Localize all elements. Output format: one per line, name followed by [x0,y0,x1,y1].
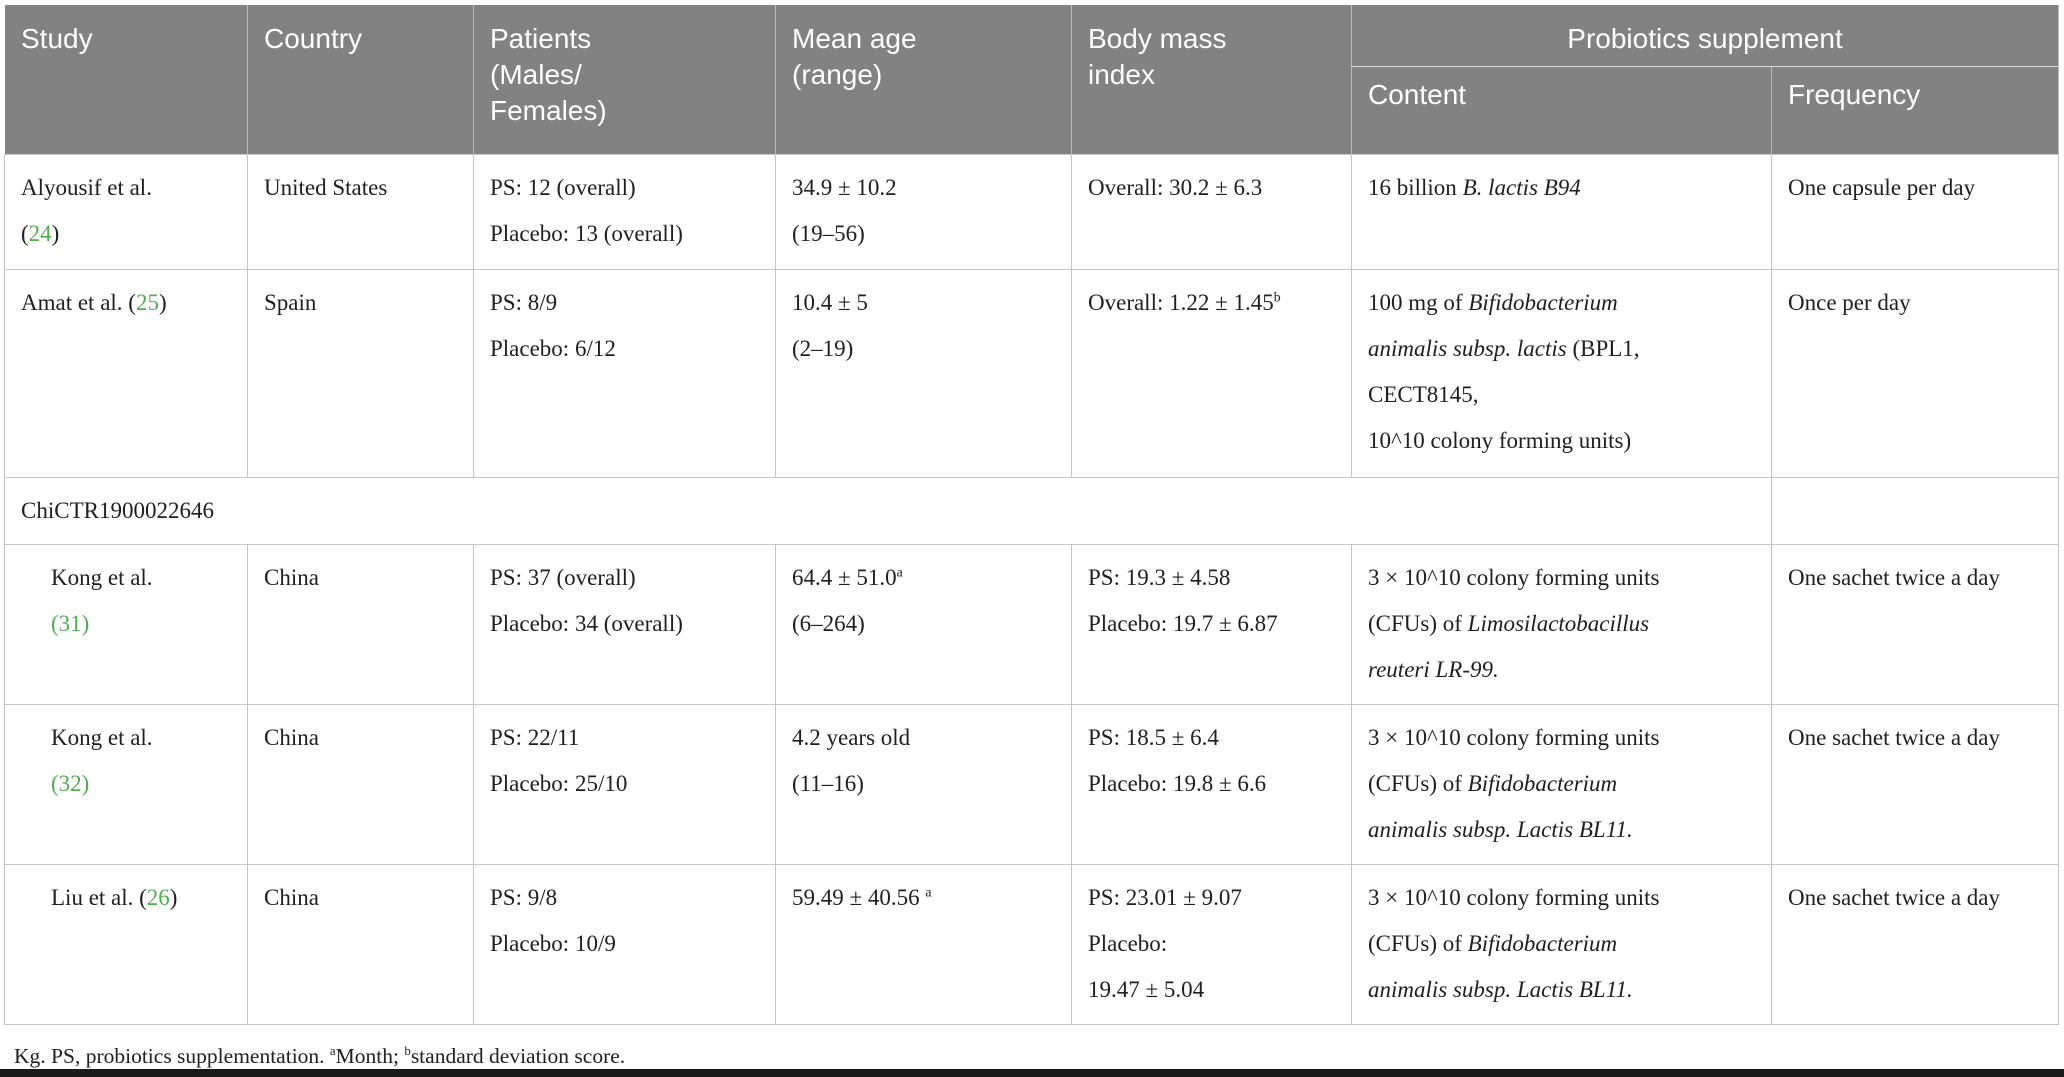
cell-patients: PS: 8/9 Placebo: 6/12 [473,269,776,478]
cell-content: 3 × 10^10 colony forming units (CFUs) of … [1351,544,1772,705]
cell-study: Liu et al. (26) [4,864,248,1025]
table-footnote: Kg. PS, probiotics supplementation. aMon… [14,1043,626,1068]
table-row: Kong et al. (32) China PS: 22/11 Placebo: 25… [4,704,2060,865]
cell-frequency: One sachet twice a day [1770,544,2060,705]
col-header-probiotics-supplement: Probiotics supplement [1350,4,2060,67]
cell-study: Kong et al. (31) [4,544,248,705]
cell-country: Spain [247,269,474,478]
col-header-country: Country [247,4,474,155]
col-header-content: Content [1351,66,1772,155]
table-header: Study Country Patients (Males/ Females) … [4,4,2060,155]
citation-link[interactable]: 25 [135,290,159,315]
group-label-cell: ChiCTR1900022646 [4,477,1772,545]
cell-study: Alyousif et al. (24) [4,154,248,270]
cell-frequency: One capsule per day [1770,154,2060,270]
col-header-mean-age: Mean age (range) [775,4,1072,155]
cell-content: 16 billion B. lactis B94 [1351,154,1772,270]
table-body: Alyousif et al. (24) United States PS: 12 (… [4,154,2060,1025]
citation-link[interactable]: (32) [51,771,90,796]
cell-mean-age: 4.2 years old (11–16) [775,704,1072,865]
cell-mean-age: 64.4 ± 51.0a (6–264) [775,544,1072,705]
citation-link[interactable]: 26 [146,885,170,910]
cell-mean-age: 59.49 ± 40.56 a [775,864,1072,1025]
cell-frequency: Once per day [1770,269,2060,478]
cell-patients: PS: 12 (overall) Placebo: 13 (overall) [473,154,776,270]
cell-content: 100 mg of Bifidobacterium animalis subsp.… [1351,269,1772,478]
cell-frequency: One sachet twice a day [1770,864,2060,1025]
cell-study: Kong et al. (32) [4,704,248,865]
cell-frequency: One sachet twice a day [1770,704,2060,865]
cell-bmi: PS: 18.5 ± 6.4 Placebo: 19.8 ± 6.6 [1071,704,1352,865]
cell-country: China [247,544,474,705]
bottom-window-edge-bar [0,1069,2064,1077]
cell-study: Amat et al. (25) [4,269,248,478]
cell-content: 3 × 10^10 colony forming units (CFUs) of … [1351,704,1772,865]
citation-link[interactable]: (31) [51,611,90,636]
table-row: Kong et al. (31) China PS: 37 (overall) Plac… [4,544,2060,705]
table-row: Amat et al. (25) Spain PS: 8/9 Placebo: 6/1… [4,269,2060,478]
cell-bmi: PS: 19.3 ± 4.58 Placebo: 19.7 ± 6.87 [1071,544,1352,705]
cell-mean-age: 34.9 ± 10.2 (19–56) [775,154,1072,270]
col-header-frequency: Frequency [1770,66,2060,155]
table-row: Alyousif et al. (24) United States PS: 12 (… [4,154,2060,270]
cell-country: United States [247,154,474,270]
studies-table: Study Country Patients (Males/ Females) … [4,4,2060,1025]
table-row: Liu et al. (26) China PS: 9/8 Placebo: 10/9… [4,864,2060,1025]
cell-bmi: PS: 23.01 ± 9.07 Placebo: 19.47 ± 5.04 [1071,864,1352,1025]
citation-link[interactable]: 24 [28,221,52,246]
cell-country: China [247,864,474,1025]
col-header-study: Study [4,4,248,155]
studies-table-wrap: Study Country Patients (Males/ Females) … [4,4,2060,1071]
cell-patients: PS: 9/8 Placebo: 10/9 [473,864,776,1025]
group-empty-cell [1770,477,2060,545]
col-header-patients: Patients (Males/ Females) [473,4,776,155]
cell-content: 3 × 10^10 colony forming units (CFUs) of … [1351,864,1772,1025]
cell-patients: PS: 37 (overall) Placebo: 34 (overall) [473,544,776,705]
header-row-1: Study Country Patients (Males/ Females) … [4,4,2060,155]
header-row-2: Content Frequency [5,66,2060,155]
cell-country: China [247,704,474,865]
col-header-bmi: Body mass index [1071,4,1352,155]
cell-bmi: Overall: 1.22 ± 1.45b [1071,269,1352,478]
cell-bmi: Overall: 30.2 ± 6.3 [1071,154,1352,270]
group-row: ChiCTR1900022646 [4,477,2060,545]
cell-mean-age: 10.4 ± 5 (2–19) [775,269,1072,478]
cell-patients: PS: 22/11 Placebo: 25/10 [473,704,776,865]
